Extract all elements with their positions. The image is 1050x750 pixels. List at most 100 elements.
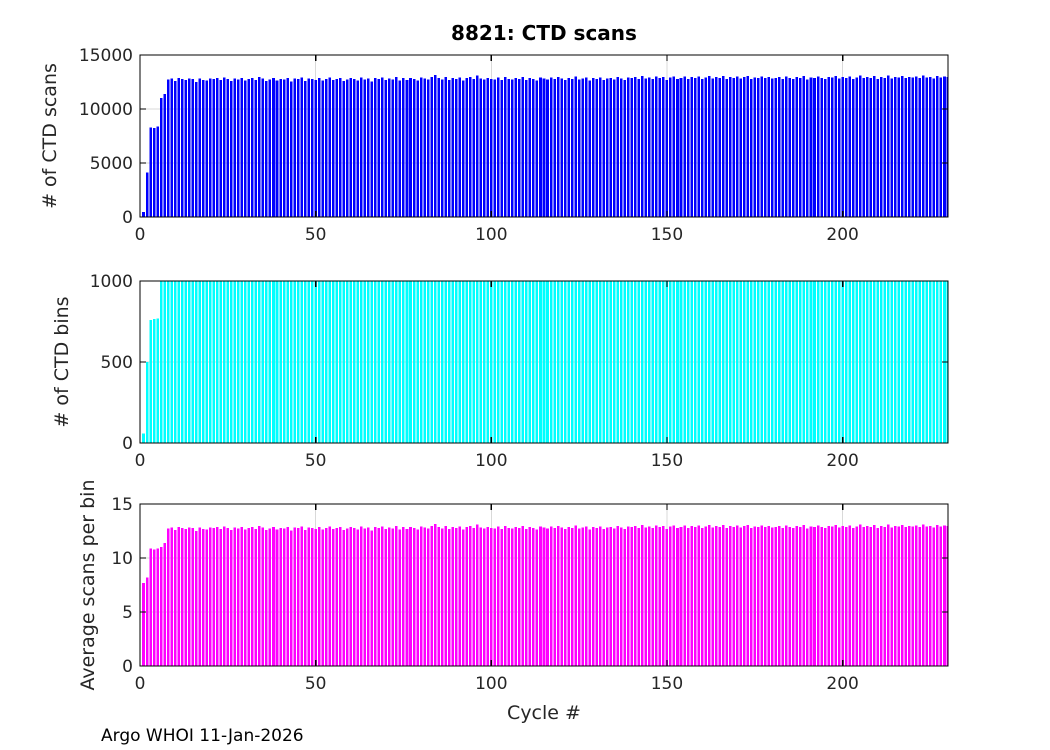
- bar: [286, 526, 289, 666]
- bar: [497, 77, 500, 218]
- bar: [872, 525, 876, 666]
- bar: [261, 281, 265, 443]
- bar: [423, 78, 426, 217]
- bar: [686, 527, 690, 666]
- bar: [539, 281, 542, 443]
- bar: [335, 79, 338, 217]
- bar: [655, 281, 658, 443]
- bar: [384, 281, 388, 443]
- bar: [637, 527, 641, 666]
- bar: [381, 526, 384, 666]
- bar: [461, 80, 465, 217]
- bar: [201, 79, 205, 217]
- bar: [630, 527, 634, 666]
- bar: [612, 79, 616, 218]
- bar: [602, 79, 605, 217]
- bar: [711, 281, 714, 443]
- bar: [760, 281, 764, 443]
- bar: [272, 77, 275, 218]
- bar: [430, 526, 433, 666]
- subplot-1: 0 50 100 150 200 0 500 1000: [90, 272, 949, 471]
- bar: [226, 79, 230, 217]
- bar: [767, 281, 771, 443]
- bar: [834, 281, 837, 443]
- bar: [848, 281, 851, 443]
- bar: [226, 528, 230, 666]
- bar: [929, 525, 932, 666]
- bar: [634, 281, 637, 443]
- bar: [479, 78, 483, 217]
- bar: [272, 281, 275, 443]
- bar: [170, 78, 173, 217]
- bar: [556, 281, 560, 443]
- bar: [605, 78, 609, 217]
- bar: [616, 77, 620, 217]
- bar: [598, 526, 602, 666]
- subplot-1-tick-labels: 0 50 100 150 200 0 500 1000: [90, 272, 859, 471]
- bar: [556, 526, 560, 666]
- bar: [402, 527, 405, 666]
- bar: [855, 281, 858, 443]
- bar: [932, 281, 936, 443]
- bar: [208, 281, 212, 443]
- bar: [746, 75, 750, 218]
- y-tick-label: 1000: [90, 272, 133, 292]
- bar: [813, 527, 816, 666]
- bar: [806, 79, 809, 217]
- bar: [630, 281, 634, 443]
- bar: [704, 281, 707, 443]
- bar: [627, 526, 630, 666]
- bar: [230, 81, 233, 217]
- bar: [212, 528, 216, 666]
- bar: [932, 78, 936, 217]
- bar: [939, 526, 943, 666]
- y-tick-label: 0: [122, 434, 133, 454]
- bar: [458, 526, 461, 666]
- bar: [785, 525, 788, 666]
- bar: [788, 78, 792, 217]
- x-tick-label: 100: [475, 225, 507, 245]
- bar: [402, 78, 405, 217]
- bar: [156, 126, 159, 217]
- bar: [504, 77, 507, 217]
- bar: [321, 80, 324, 217]
- bar: [897, 281, 901, 443]
- bar: [925, 526, 929, 666]
- bar: [644, 78, 648, 217]
- bar: [641, 76, 644, 217]
- bar: [781, 527, 785, 666]
- bar: [468, 526, 472, 666]
- bar: [254, 281, 258, 443]
- bar: [479, 527, 483, 666]
- bar: [507, 527, 511, 666]
- bar: [275, 80, 279, 217]
- bar: [490, 527, 493, 666]
- bar: [732, 77, 735, 217]
- bar: [370, 81, 374, 218]
- bar: [258, 281, 261, 443]
- bar: [918, 281, 922, 443]
- bar: [521, 525, 525, 666]
- bar: [314, 281, 317, 443]
- bar: [612, 528, 616, 666]
- bar: [535, 80, 539, 217]
- bar: [620, 281, 623, 443]
- bar: [409, 526, 412, 666]
- bar: [419, 526, 423, 666]
- bar: [475, 281, 479, 443]
- bar: [525, 281, 528, 443]
- bar: [672, 281, 676, 443]
- bar: [570, 79, 574, 217]
- bar: [679, 526, 683, 666]
- bar: [356, 529, 360, 666]
- bar: [282, 281, 286, 443]
- y-tick-label: 15: [111, 495, 133, 515]
- subplot-2-bars: [142, 523, 948, 666]
- bar: [166, 528, 170, 666]
- bar: [145, 172, 149, 217]
- bar: [430, 77, 433, 217]
- bar: [616, 281, 620, 443]
- bar: [142, 582, 145, 666]
- bar: [300, 281, 303, 443]
- bar: [872, 76, 876, 217]
